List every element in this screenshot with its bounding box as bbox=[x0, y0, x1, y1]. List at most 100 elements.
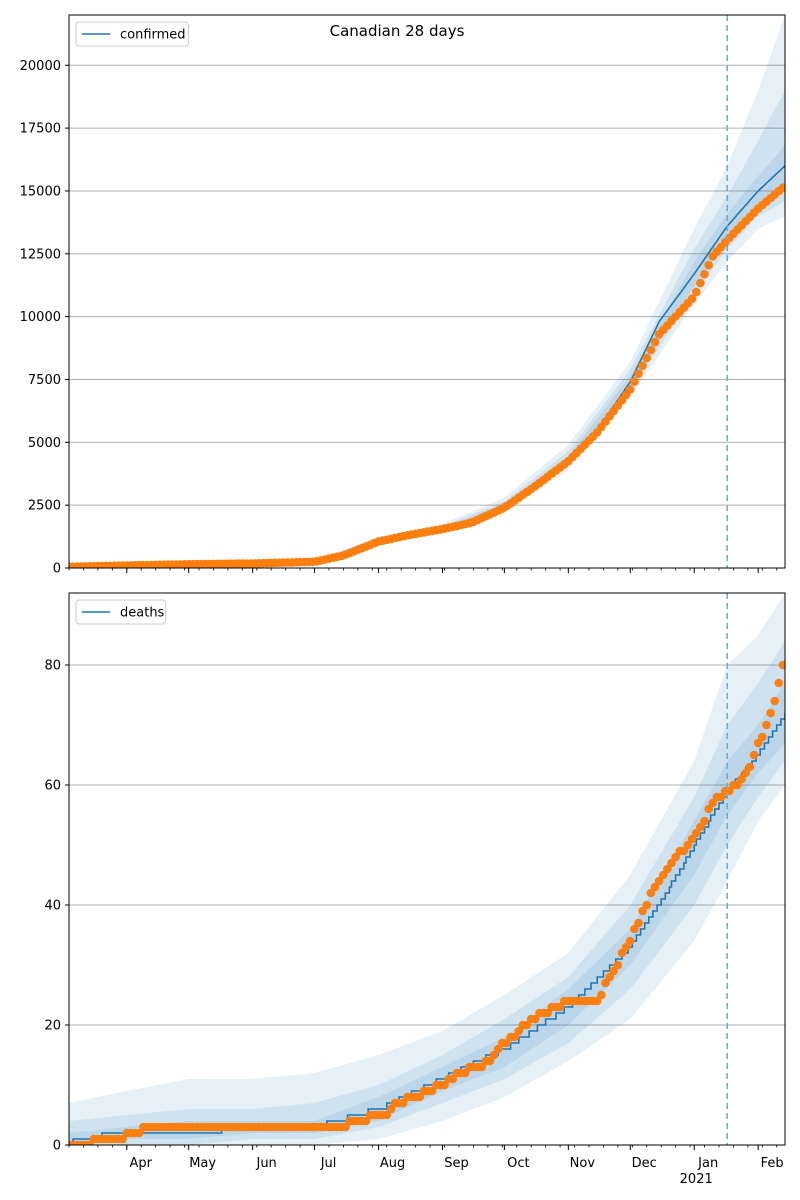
legend: deaths bbox=[75, 599, 167, 625]
y-tick-label: 20 bbox=[44, 1019, 61, 1034]
observed-point bbox=[448, 1074, 458, 1084]
observed-point bbox=[650, 882, 660, 892]
observed-point bbox=[597, 990, 606, 1000]
y-tick-label: 15000 bbox=[20, 184, 61, 199]
x-tick-label: Jul bbox=[320, 1156, 337, 1171]
observed-point bbox=[630, 377, 639, 386]
observed-point bbox=[704, 804, 713, 814]
observed-point bbox=[361, 1116, 371, 1126]
observed-point bbox=[778, 660, 785, 670]
observed-point bbox=[671, 852, 680, 862]
observed-point bbox=[427, 1086, 437, 1096]
observed-point bbox=[663, 864, 672, 874]
y-tick-label: 2500 bbox=[28, 499, 61, 514]
x-tick-label: May bbox=[189, 1156, 216, 1171]
uncertainty-band bbox=[69, 641, 785, 1145]
observed-point bbox=[646, 888, 656, 898]
y-tick-label: 5000 bbox=[28, 436, 61, 451]
axes-frame bbox=[68, 592, 786, 1146]
observed-point bbox=[650, 337, 660, 347]
observed-point bbox=[692, 287, 701, 297]
y-tick-label: 0 bbox=[53, 562, 61, 577]
observed-point bbox=[762, 720, 771, 730]
y-tick-label: 7500 bbox=[28, 373, 61, 388]
observed-point bbox=[679, 846, 689, 856]
legend-label: confirmed bbox=[120, 28, 186, 43]
observed-point bbox=[638, 906, 647, 916]
observed-point bbox=[683, 840, 693, 850]
observed-point bbox=[477, 1062, 487, 1072]
x-tick-label: Jan bbox=[697, 1156, 718, 1171]
y-tick-label: 17500 bbox=[20, 122, 61, 137]
observed-point bbox=[630, 924, 639, 934]
legend: confirmed bbox=[75, 21, 189, 47]
y-tick-label: 20000 bbox=[20, 59, 61, 74]
observed-point bbox=[543, 1008, 552, 1018]
x-tick-label: Feb bbox=[761, 1156, 784, 1171]
observed-point bbox=[634, 918, 643, 928]
observed-point bbox=[700, 816, 709, 826]
observed-point bbox=[758, 732, 767, 742]
y-tick-label: 12500 bbox=[20, 247, 61, 262]
x-tick-label: Jun bbox=[255, 1156, 276, 1171]
observed-point bbox=[716, 792, 726, 802]
x-tick-label: Sep bbox=[444, 1156, 469, 1171]
y-tick-label: 40 bbox=[44, 899, 61, 914]
observed-point bbox=[704, 260, 713, 270]
observed-point bbox=[415, 1092, 425, 1102]
observed-point bbox=[493, 1044, 503, 1054]
observed-point bbox=[646, 345, 656, 355]
x-tick-label: Nov bbox=[570, 1156, 596, 1171]
axes-frame bbox=[68, 14, 786, 569]
observed-point bbox=[502, 1038, 511, 1048]
observed-point bbox=[601, 978, 610, 988]
observed-point bbox=[770, 696, 779, 706]
observed-point bbox=[741, 768, 751, 778]
observed-point bbox=[485, 1056, 495, 1066]
observed-point bbox=[510, 1032, 519, 1042]
observed-point bbox=[766, 708, 775, 718]
legend-box bbox=[75, 21, 189, 47]
uncertainty-band bbox=[69, 90, 785, 568]
observed-point bbox=[592, 996, 602, 1006]
observed-point bbox=[692, 828, 701, 838]
observed-point bbox=[687, 294, 697, 304]
observed-point bbox=[654, 876, 664, 886]
x-tick-label: Aug bbox=[380, 1156, 405, 1171]
observed-point bbox=[696, 822, 705, 832]
observed-point bbox=[440, 1080, 449, 1090]
y-tick-label: 60 bbox=[44, 779, 61, 794]
observed-point bbox=[382, 1110, 392, 1120]
observed-point bbox=[687, 834, 697, 844]
observed-point bbox=[642, 353, 652, 363]
y-tick-label: 10000 bbox=[20, 310, 61, 325]
observed-point bbox=[753, 738, 763, 748]
observed-point bbox=[625, 936, 635, 946]
observed-point bbox=[489, 1050, 499, 1060]
observed-point bbox=[341, 1122, 350, 1132]
x-tick-label: Oct bbox=[507, 1156, 529, 1171]
legend-box bbox=[75, 599, 167, 625]
observed-point bbox=[625, 385, 635, 394]
observed-point bbox=[774, 678, 784, 688]
observed-point bbox=[733, 780, 742, 790]
model-line bbox=[69, 165, 785, 568]
legend-label: deaths bbox=[120, 606, 165, 621]
observed-point bbox=[642, 900, 652, 910]
observed-point bbox=[609, 966, 618, 976]
uncertainty-band bbox=[69, 145, 785, 568]
observed-point bbox=[555, 1002, 565, 1012]
observed-point bbox=[118, 1134, 127, 1144]
observed-point bbox=[737, 774, 746, 784]
observed-point bbox=[134, 1128, 144, 1138]
plot-area bbox=[69, 15, 785, 568]
observed-point bbox=[386, 1104, 396, 1114]
observed-point bbox=[667, 858, 676, 868]
observed-point bbox=[514, 1026, 524, 1036]
y-tick-label: 80 bbox=[44, 659, 61, 674]
chart-title: Canadian 28 days bbox=[330, 22, 465, 40]
observed-point bbox=[634, 369, 643, 379]
uncertainty-band bbox=[69, 593, 785, 1145]
x-tick-label: Apr bbox=[130, 1156, 153, 1171]
